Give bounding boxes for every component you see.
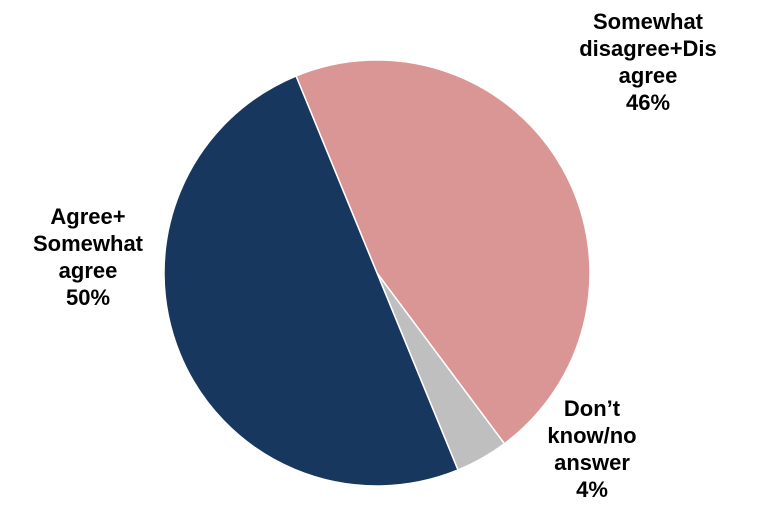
pie-slices <box>163 59 591 487</box>
pie-label-agree: Agree+ Somewhat agree 50% <box>33 204 144 310</box>
pie-category-label-line: Don’t <box>564 396 621 421</box>
pie-category-label-line: disagree+Dis <box>579 36 717 61</box>
pie-category-label-line: answer <box>554 450 630 475</box>
pie-label-somewhat: Somewhat disagree+Dis agree 46% <box>579 9 717 115</box>
pie-value-label: 50% <box>66 285 110 310</box>
pie-category-label-line: Somewhat <box>593 9 704 34</box>
pie-category-label-line: know/no <box>547 423 636 448</box>
pie-labels: Somewhat disagree+Dis agree 46%Don’t know/no… <box>33 9 717 502</box>
pie-label-don-t: Don’t know/no answer 4% <box>547 396 636 502</box>
pie-category-label-line: Agree+ <box>50 204 125 229</box>
pie-category-label-line: agree <box>619 63 678 88</box>
pie-category-label-line: Somewhat <box>33 231 144 256</box>
pie-slice-somewhat <box>295 59 591 445</box>
pie-category-label-line: agree <box>59 258 118 283</box>
pie-value-label: 46% <box>626 90 670 115</box>
pie-value-label: 4% <box>576 477 608 502</box>
pie-slice-agree <box>163 75 459 487</box>
